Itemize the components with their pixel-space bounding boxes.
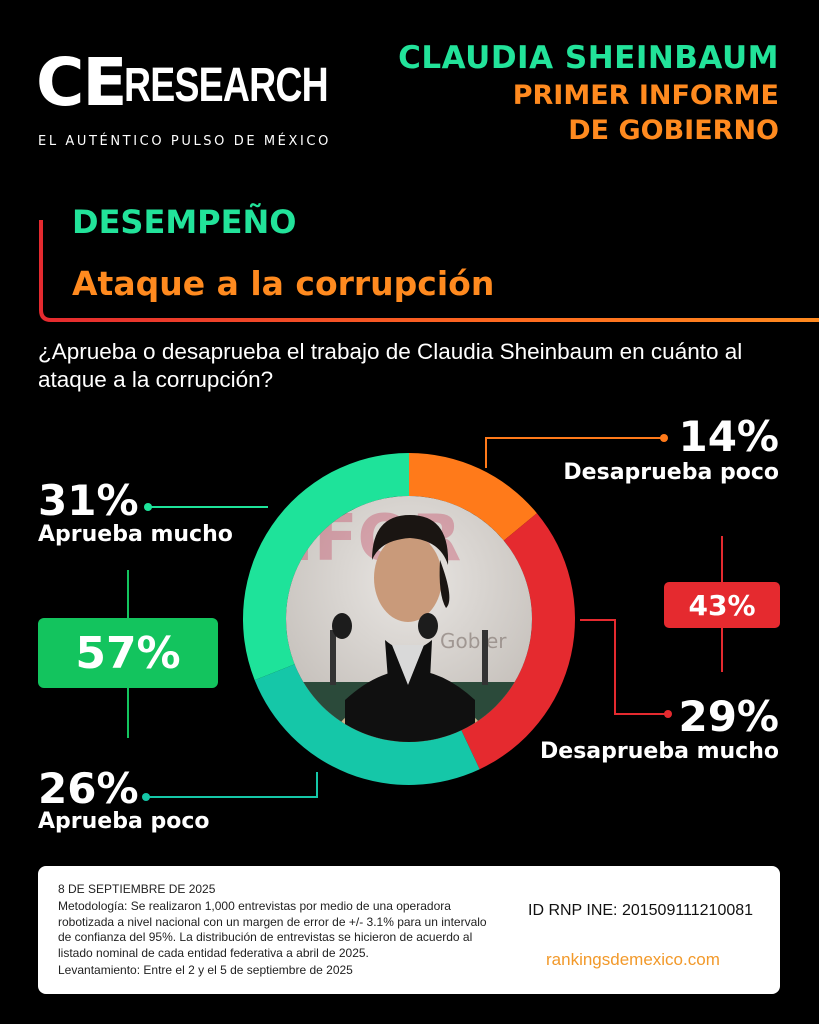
connector-aprueba-poco: [146, 772, 318, 798]
logo-ce: CE: [36, 44, 128, 121]
footer-card: 8 DE SEPTIEMBRE DE 2025 Metodología: Se …: [38, 866, 780, 994]
footer-date: 8 DE SEPTIEMBRE DE 2025: [58, 882, 216, 896]
svg-text:Gobier: Gobier: [440, 629, 507, 653]
slice-aprueba-mucho: [243, 452, 409, 681]
connector-desaprueba-poco: [485, 437, 664, 468]
survey-question: ¿Aprueba o desaprueba el trabajo de Clau…: [38, 339, 743, 392]
header-subtitle-1: PRIMER INFORME: [512, 80, 779, 111]
data-label-aprueba-mucho: 31%: [38, 476, 139, 525]
connector-dot-desaprueba-mucho: [664, 710, 672, 718]
slice-aprueba-poco: [254, 664, 480, 785]
category-label-desaprueba-mucho: Desaprueba mucho: [540, 739, 779, 764]
connector-dot-aprueba-poco: [142, 793, 150, 801]
footer-website-link[interactable]: rankingsdemexico.com: [546, 950, 720, 969]
category-label-desaprueba-poco: Desaprueba poco: [563, 460, 779, 485]
category-label-aprueba-poco: Aprueba poco: [38, 809, 210, 834]
data-label-desaprueba-poco: 14%: [678, 412, 779, 461]
total-aprueba-badge: 57%: [38, 618, 218, 688]
section-title: DESEMPEÑO: [72, 203, 297, 241]
section-frame: [39, 220, 819, 322]
header-subtitle-2: DE GOBIERNO: [568, 115, 779, 146]
category-label-aprueba-mucho: Aprueba mucho: [38, 522, 233, 547]
footer-methodology: Metodología: Se realizaron 1,000 entrevi…: [58, 899, 487, 960]
logo-tagline: EL AUTÉNTICO PULSO DE MÉXICO: [38, 134, 331, 149]
section-subtitle: Ataque a la corrupción: [72, 264, 495, 303]
photo-of-claudia-sheinbaum: IFOR Gobier: [286, 496, 532, 742]
data-label-aprueba-poco: 26%: [38, 764, 139, 813]
total-desaprueba-badge: 43%: [664, 582, 780, 628]
header-title: CLAUDIA SHEINBAUM: [398, 40, 779, 76]
slice-desaprueba-mucho: [461, 513, 575, 770]
connector-dot-desaprueba-poco: [660, 434, 668, 442]
connector-dot-aprueba-mucho: [144, 503, 152, 511]
footer-rnp-id: ID RNP INE: 201509111210081: [528, 902, 754, 919]
connector-desaprueba-mucho: [580, 619, 668, 715]
data-label-desaprueba-mucho: 29%: [678, 692, 779, 741]
slice-desaprueba-poco: [409, 453, 537, 541]
footer-fieldwork: Levantamiento: Entre el 2 y el 5 de sept…: [58, 963, 353, 977]
logo-research: RESEARCH: [124, 59, 329, 112]
